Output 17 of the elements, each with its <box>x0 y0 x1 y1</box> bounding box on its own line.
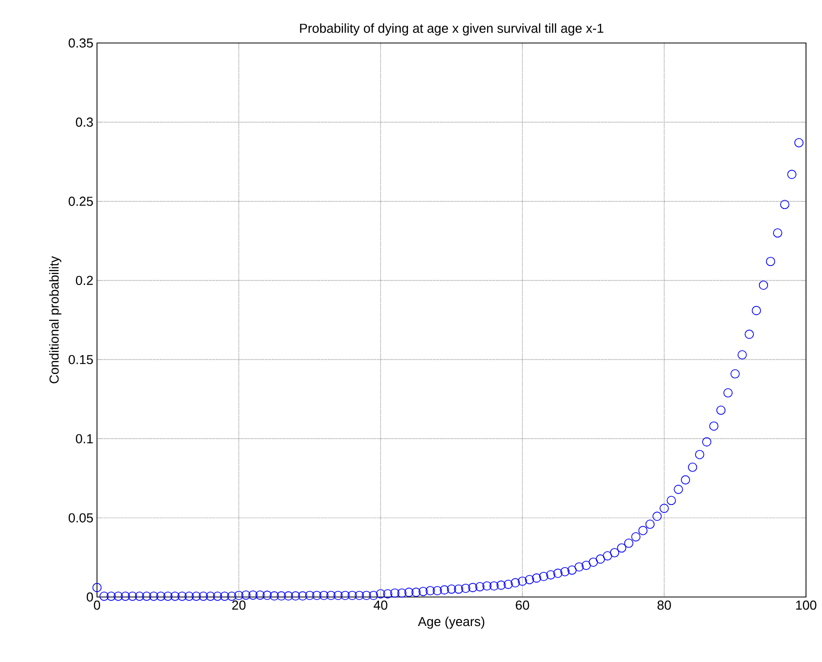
y-tick-label: 0.2 <box>76 276 93 286</box>
x-axis-title: Age (years) <box>418 616 484 629</box>
y-tick-label: 0.15 <box>68 354 93 364</box>
y-tick-label: 0.05 <box>68 513 93 522</box>
x-tick-label: 0 <box>94 600 100 610</box>
y-tick-label: 0.35 <box>68 38 93 48</box>
x-tick-label: 100 <box>796 600 816 610</box>
y-tick-label: 0.25 <box>68 196 93 206</box>
x-tick-label: 40 <box>374 600 388 610</box>
y-tick-label: 0.3 <box>76 118 93 127</box>
x-tick-label: 60 <box>516 600 530 610</box>
x-tick-label: 20 <box>232 600 246 610</box>
y-tick-label: 0.1 <box>76 434 93 444</box>
x-tick-label: 80 <box>658 600 671 610</box>
chart-title: Probability of dying at age x given survival till age x-1 <box>300 23 604 36</box>
y-axis-title: Conditional probability <box>49 256 62 384</box>
y-tick-label: 0 <box>86 592 93 602</box>
